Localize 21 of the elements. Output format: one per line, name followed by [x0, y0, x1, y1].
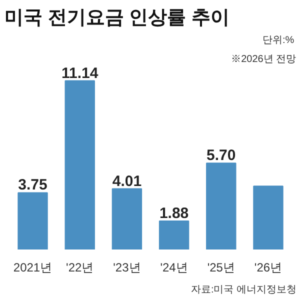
data-label: 1.88 [159, 205, 189, 222]
x-tick-label: '23년 [113, 260, 141, 274]
bar [158, 220, 190, 250]
data-label: 4.01 [112, 172, 142, 190]
text: 자료:미국 에너지정보청 [190, 284, 297, 296]
bar [64, 80, 95, 250]
bar [112, 188, 142, 250]
bar [206, 162, 236, 250]
x-tick-label: '25년 [207, 260, 235, 274]
bar [18, 192, 48, 250]
x-tick-label: '26년 [254, 260, 282, 274]
data-label: 3.75 [18, 176, 48, 194]
x-tick-label: 2021년 [13, 260, 52, 274]
x-tick-label: '24년 [160, 260, 188, 274]
text: 단위:% [262, 35, 294, 46]
x-tick-label: '22년 [66, 260, 94, 274]
text: ※2026년 전망 [231, 54, 296, 65]
data-label: 5.70 [206, 147, 236, 164]
data-label: 11.14 [62, 64, 99, 82]
bar [253, 186, 284, 250]
chart-title: 미국 전기요금 인상률 추이 [4, 8, 230, 28]
